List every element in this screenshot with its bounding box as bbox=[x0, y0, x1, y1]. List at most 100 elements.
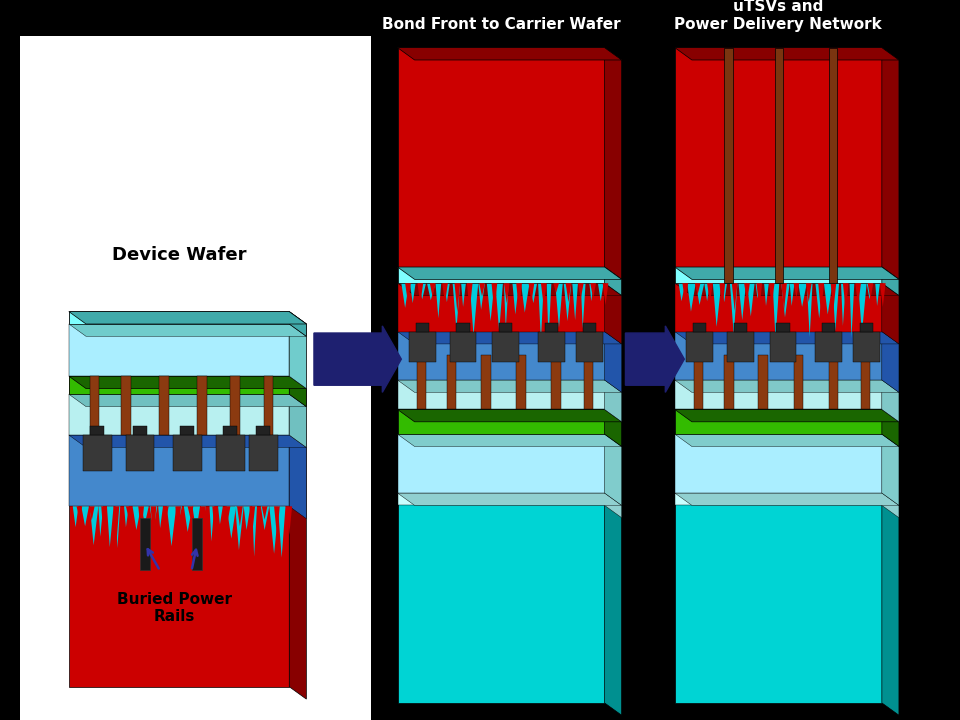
Polygon shape bbox=[69, 435, 306, 447]
Polygon shape bbox=[744, 283, 750, 302]
Polygon shape bbox=[69, 377, 306, 389]
Polygon shape bbox=[492, 283, 497, 312]
Polygon shape bbox=[409, 332, 436, 362]
Polygon shape bbox=[397, 332, 622, 344]
Polygon shape bbox=[216, 435, 245, 471]
Polygon shape bbox=[861, 356, 871, 410]
Polygon shape bbox=[843, 283, 849, 311]
Polygon shape bbox=[540, 283, 546, 307]
Polygon shape bbox=[121, 377, 131, 435]
Polygon shape bbox=[82, 506, 89, 526]
Polygon shape bbox=[824, 283, 832, 315]
Polygon shape bbox=[73, 506, 79, 527]
Polygon shape bbox=[727, 332, 754, 362]
Polygon shape bbox=[237, 506, 243, 526]
Polygon shape bbox=[418, 283, 423, 304]
Polygon shape bbox=[675, 332, 899, 344]
Polygon shape bbox=[397, 410, 605, 434]
Polygon shape bbox=[832, 283, 839, 332]
Polygon shape bbox=[289, 435, 306, 518]
Polygon shape bbox=[747, 283, 755, 316]
Polygon shape bbox=[790, 283, 795, 306]
Polygon shape bbox=[590, 283, 596, 298]
Polygon shape bbox=[732, 283, 737, 311]
Polygon shape bbox=[828, 48, 837, 283]
Polygon shape bbox=[605, 267, 622, 295]
Polygon shape bbox=[397, 48, 605, 267]
Polygon shape bbox=[192, 518, 202, 570]
Polygon shape bbox=[397, 493, 605, 505]
Text: Bond Front to Carrier Wafer: Bond Front to Carrier Wafer bbox=[382, 17, 620, 32]
Polygon shape bbox=[867, 283, 873, 300]
Polygon shape bbox=[513, 283, 519, 315]
Polygon shape bbox=[289, 377, 306, 407]
Text: uTS
V: uTS V bbox=[906, 143, 936, 172]
Polygon shape bbox=[138, 506, 144, 536]
Polygon shape bbox=[69, 377, 289, 395]
Polygon shape bbox=[89, 506, 95, 521]
Polygon shape bbox=[397, 267, 622, 279]
Polygon shape bbox=[277, 506, 285, 557]
Polygon shape bbox=[69, 312, 306, 324]
Polygon shape bbox=[818, 283, 824, 315]
Polygon shape bbox=[397, 332, 605, 380]
Polygon shape bbox=[538, 332, 564, 362]
Polygon shape bbox=[397, 283, 622, 295]
Polygon shape bbox=[289, 312, 306, 336]
Polygon shape bbox=[159, 377, 169, 435]
Polygon shape bbox=[150, 506, 157, 529]
Polygon shape bbox=[126, 435, 155, 471]
Polygon shape bbox=[850, 283, 854, 338]
Polygon shape bbox=[882, 48, 899, 279]
Polygon shape bbox=[882, 267, 899, 295]
Polygon shape bbox=[516, 283, 522, 312]
FancyArrow shape bbox=[626, 326, 684, 392]
Polygon shape bbox=[212, 506, 218, 541]
Polygon shape bbox=[504, 283, 510, 303]
Polygon shape bbox=[822, 323, 835, 332]
Polygon shape bbox=[675, 380, 882, 410]
Polygon shape bbox=[815, 332, 842, 362]
Polygon shape bbox=[481, 356, 491, 410]
Polygon shape bbox=[115, 506, 120, 548]
Polygon shape bbox=[230, 377, 240, 435]
Polygon shape bbox=[235, 506, 244, 550]
Polygon shape bbox=[397, 410, 622, 422]
Polygon shape bbox=[781, 283, 787, 311]
Polygon shape bbox=[781, 283, 790, 318]
Polygon shape bbox=[605, 332, 622, 392]
Polygon shape bbox=[223, 426, 237, 435]
Polygon shape bbox=[69, 395, 289, 435]
Polygon shape bbox=[174, 435, 202, 471]
Polygon shape bbox=[452, 283, 460, 330]
Polygon shape bbox=[794, 356, 803, 410]
Polygon shape bbox=[126, 506, 132, 518]
Polygon shape bbox=[675, 493, 899, 505]
Polygon shape bbox=[124, 506, 129, 527]
Polygon shape bbox=[456, 323, 469, 332]
Polygon shape bbox=[180, 426, 194, 435]
Polygon shape bbox=[286, 506, 292, 535]
Polygon shape bbox=[449, 332, 476, 362]
Polygon shape bbox=[794, 283, 800, 297]
Polygon shape bbox=[397, 48, 622, 60]
Polygon shape bbox=[447, 356, 456, 410]
Polygon shape bbox=[261, 506, 270, 530]
Polygon shape bbox=[201, 506, 205, 526]
Polygon shape bbox=[777, 323, 790, 332]
Polygon shape bbox=[853, 332, 880, 362]
Polygon shape bbox=[101, 506, 107, 544]
Polygon shape bbox=[397, 380, 622, 392]
Polygon shape bbox=[187, 506, 193, 518]
Polygon shape bbox=[724, 356, 733, 410]
Polygon shape bbox=[721, 283, 727, 302]
Polygon shape bbox=[209, 506, 214, 541]
Polygon shape bbox=[675, 48, 882, 267]
Polygon shape bbox=[882, 48, 899, 715]
Polygon shape bbox=[69, 312, 306, 324]
Polygon shape bbox=[197, 377, 206, 435]
Polygon shape bbox=[250, 506, 255, 534]
Polygon shape bbox=[882, 434, 899, 505]
Polygon shape bbox=[419, 283, 426, 300]
Polygon shape bbox=[860, 323, 874, 332]
